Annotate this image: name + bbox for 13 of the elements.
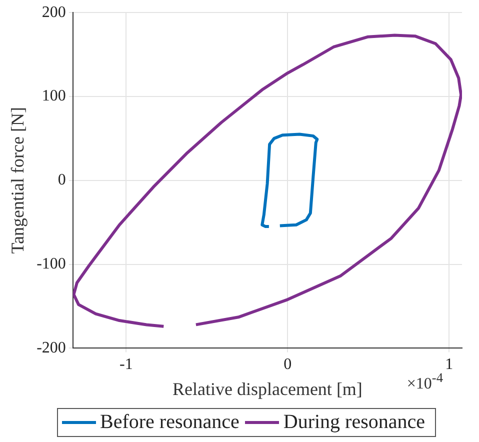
y-tick-label: 100 xyxy=(42,88,66,105)
legend-label: Before resonance xyxy=(100,411,240,434)
y-axis-title: Tangential force [N] xyxy=(8,107,28,254)
x-tick-label: 0 xyxy=(284,356,292,374)
x-axis-title: Relative displacement [m] xyxy=(172,378,362,399)
y-tick-label: -100 xyxy=(36,256,66,273)
y-tick-label: -200 xyxy=(36,339,66,356)
x-tick-label: 1 xyxy=(445,356,454,374)
legend-label: During resonance xyxy=(283,411,425,434)
y-tick-label: 200 xyxy=(42,4,66,21)
x-tick-label: -1 xyxy=(120,356,133,374)
text: ×10$^{-4}$ xyxy=(406,370,443,394)
y-tick-label: 0 xyxy=(58,172,66,189)
